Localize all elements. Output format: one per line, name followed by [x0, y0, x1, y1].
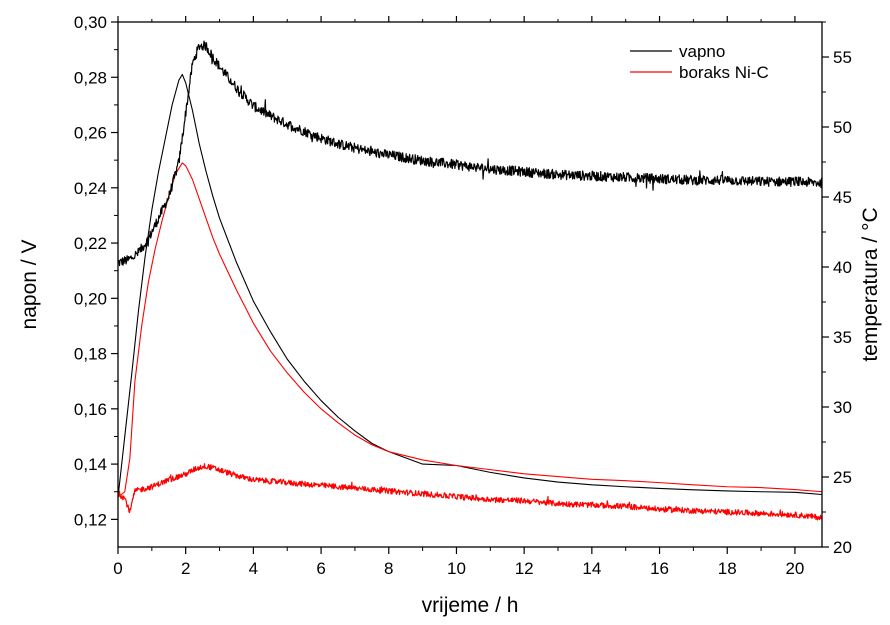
- y-left-tick-label: 0,28: [74, 68, 107, 87]
- legend-label: vapno: [679, 42, 725, 61]
- y-left-tick-label: 0,20: [74, 289, 107, 308]
- series-line-vapno-right: [117, 40, 823, 267]
- x-tick-label: 8: [384, 559, 393, 578]
- x-tick-label: 14: [582, 559, 601, 578]
- y-left-tick-label: 0,30: [74, 13, 107, 32]
- axes-layer: 0 2 4 6 8 10 12 14 16 18 20 0,12 0,14 0,16 0,18 0,20 0,2…: [74, 13, 852, 578]
- y-left-tick-label: 0,14: [74, 455, 107, 474]
- y-right-tick-label: 30: [833, 398, 852, 417]
- series-line-vapno-left: [117, 73, 823, 498]
- y-left-tick-label: 0,18: [74, 345, 107, 364]
- y-left-tick-label: 0,26: [74, 124, 107, 143]
- x-tick-label: 2: [181, 559, 190, 578]
- y-right-tick-label: 50: [833, 118, 852, 137]
- y-left-tick-label: 0,22: [74, 234, 107, 253]
- y-right-tick-label: 55: [833, 48, 852, 67]
- x-tick-label: 16: [650, 559, 669, 578]
- y-left-tick-label: 0,12: [74, 510, 107, 529]
- series-layer: [117, 40, 823, 521]
- y-axis-right-title: temperatura / °C: [859, 207, 882, 361]
- y-right-tick-label: 45: [833, 188, 852, 207]
- x-tick-label: 6: [316, 559, 325, 578]
- y-left-tick-label: 0,24: [74, 179, 107, 198]
- legend: vapno boraks Ni-C: [630, 42, 769, 82]
- series-line-boraks-ni-c-right: [117, 463, 823, 521]
- y-right-tick-label: 40: [833, 258, 852, 277]
- series-line-boraks-ni-c-left: [117, 162, 823, 498]
- x-axis-title: vrijeme / h: [422, 594, 519, 617]
- y-right-tick-label: 25: [833, 468, 852, 487]
- y-left-tick-label: 0,16: [74, 400, 107, 419]
- y-right-tick-label: 35: [833, 328, 852, 347]
- x-tick-label: 20: [785, 559, 804, 578]
- x-tick-label: 18: [718, 559, 737, 578]
- x-tick-label: 10: [447, 559, 466, 578]
- plot-frame: [117, 21, 823, 548]
- y-right-tick-label: 20: [833, 538, 852, 557]
- x-tick-label: 12: [515, 559, 534, 578]
- legend-label: boraks Ni-C: [679, 63, 769, 82]
- x-tick-label: 0: [113, 559, 122, 578]
- y-axis-left-title: napon / V: [18, 240, 41, 330]
- x-tick-label: 4: [249, 559, 258, 578]
